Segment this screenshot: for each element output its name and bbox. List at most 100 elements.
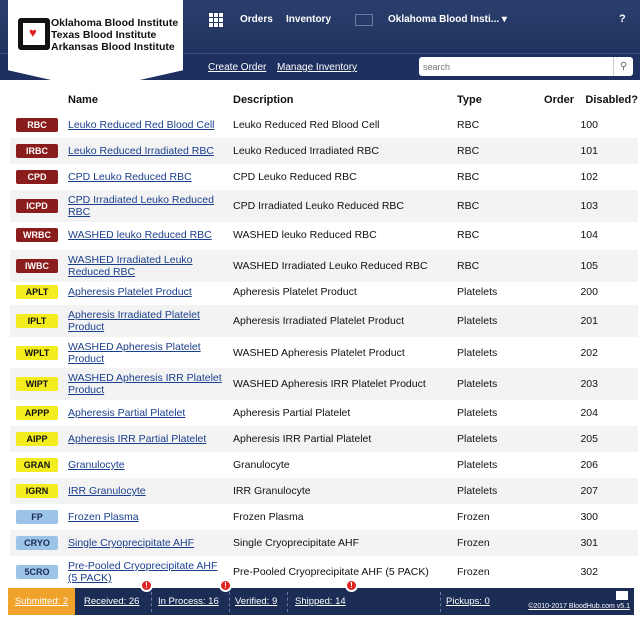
- product-code-badge: WRBC: [16, 228, 58, 242]
- product-description: Apheresis Partial Platelet: [233, 407, 351, 419]
- product-order: 203: [580, 378, 598, 390]
- search-box: ⚲: [419, 57, 633, 76]
- table-row: IRBC Leuko Reduced Irradiated RBC Leuko …: [10, 138, 638, 164]
- product-order: 101: [580, 145, 598, 157]
- product-order: 200: [580, 286, 598, 298]
- table-row: WIPT WASHED Apheresis IRR Platelet Produ…: [10, 368, 638, 400]
- product-order: 105: [580, 260, 598, 272]
- product-order: 103: [580, 200, 598, 212]
- table-row: RBC Leuko Reduced Red Blood Cell Leuko R…: [10, 112, 638, 138]
- org-selector[interactable]: Oklahoma Blood Insti... ▾: [388, 14, 507, 25]
- product-name-link[interactable]: Apheresis IRR Partial Platelet: [68, 433, 207, 445]
- footer-submitted[interactable]: Submitted: 2: [8, 588, 75, 615]
- product-description: WASHED Apheresis Platelet Product: [233, 346, 405, 359]
- product-type: Platelets: [457, 433, 498, 445]
- table-row: CPD CPD Leuko Reduced RBC CPD Leuko Redu…: [10, 164, 638, 190]
- product-description: WASHED Irradiated Leuko Reduced RBC: [233, 260, 428, 272]
- product-name-link[interactable]: Single Cryoprecipitate AHF: [68, 537, 195, 549]
- copyright-link[interactable]: ©2010-2017 BloodHub.com v5.1: [528, 603, 630, 610]
- product-description: Leuko Reduced Red Blood Cell: [233, 119, 380, 131]
- logo-line: Oklahoma Blood Institute: [51, 17, 179, 29]
- product-description: Pre-Pooled Cryoprecipitate AHF (5 PACK): [233, 566, 429, 578]
- divider: [229, 592, 230, 612]
- product-code-badge: IPLT: [16, 314, 58, 328]
- product-name-link[interactable]: Apheresis Partial Platelet: [68, 407, 186, 419]
- product-name-link[interactable]: Apheresis Platelet Product: [68, 286, 192, 298]
- table-row: APLT Apheresis Platelet Product Apheresi…: [10, 279, 638, 305]
- product-code-badge: AIPP: [16, 432, 58, 446]
- product-type: Platelets: [457, 346, 498, 359]
- product-name-link[interactable]: WASHED Apheresis Platelet Product: [68, 340, 201, 365]
- product-type: RBC: [457, 119, 480, 131]
- product-code-badge: 5CRO: [16, 565, 58, 579]
- footer-pickups[interactable]: Pickups: 0: [446, 596, 490, 607]
- product-name-link[interactable]: Leuko Reduced Red Blood Cell: [68, 119, 215, 131]
- product-description: Apheresis IRR Partial Platelet: [233, 433, 372, 445]
- create-order-link[interactable]: Create Order: [208, 62, 267, 73]
- search-input[interactable]: [419, 57, 609, 76]
- product-description: Apheresis Irradiated Platelet Product: [233, 315, 405, 327]
- product-order: 207: [580, 485, 598, 497]
- product-name-link[interactable]: Apheresis Irradiated Platelet Product: [68, 309, 200, 333]
- product-name-link[interactable]: Frozen Plasma: [68, 511, 139, 523]
- table-row: APPP Apheresis Partial Platelet Apheresi…: [10, 400, 638, 426]
- product-code-badge: ICPD: [16, 199, 58, 213]
- product-order: 100: [580, 119, 598, 131]
- search-icon[interactable]: ⚲: [613, 57, 633, 76]
- product-code-badge: CPD: [16, 170, 58, 184]
- manage-inventory-link[interactable]: Manage Inventory: [277, 62, 358, 73]
- product-code-badge: APLT: [16, 285, 58, 299]
- logo-line: Texas Blood Institute: [51, 29, 157, 41]
- product-type: RBC: [457, 145, 480, 157]
- product-description: Single Cryoprecipitate AHF: [233, 537, 360, 549]
- nav-inventory[interactable]: Inventory: [286, 14, 332, 25]
- product-order: 204: [580, 407, 598, 419]
- product-order: 302: [580, 566, 598, 578]
- footer-verified[interactable]: Verified: 9: [235, 596, 278, 607]
- product-name-link[interactable]: CPD Leuko Reduced RBC: [68, 171, 192, 183]
- product-name-link[interactable]: WASHED Irradiated Leuko Reduced RBC: [68, 254, 193, 278]
- product-code-badge: WPLT: [16, 345, 58, 360]
- product-name-link[interactable]: Leuko Reduced Irradiated RBC: [68, 145, 214, 157]
- logo[interactable]: Oklahoma Blood Institute Texas Blood Ins…: [8, 0, 183, 90]
- product-order: 104: [580, 229, 598, 241]
- nav-orders[interactable]: Orders: [240, 14, 273, 25]
- product-type: Platelets: [457, 485, 498, 497]
- product-name-link[interactable]: WASHED Apheresis IRR Platelet Product: [68, 372, 222, 396]
- product-type: Platelets: [457, 315, 498, 327]
- product-code-badge: FP: [16, 510, 58, 524]
- footer-in-process[interactable]: In Process: 16: [158, 596, 219, 607]
- help-icon[interactable]: ?: [619, 13, 626, 25]
- col-header-name: Name: [68, 94, 98, 106]
- footer-received[interactable]: Received: 26: [84, 596, 140, 607]
- table-row: WRBC WASHED leuko Reduced RBC WASHED leu…: [10, 222, 638, 248]
- table-row: FP Frozen Plasma Frozen Plasma Frozen 30…: [10, 504, 638, 530]
- product-name-link[interactable]: IRR Granulocyte: [68, 485, 146, 497]
- warning-icon: !: [345, 579, 358, 592]
- product-code-badge: RBC: [16, 118, 58, 132]
- product-name-link[interactable]: Pre-Pooled Cryoprecipitate AHF (5 PACK): [68, 560, 218, 584]
- footer-shipped[interactable]: Shipped: 14: [295, 596, 346, 607]
- product-code-badge: IGRN: [16, 484, 58, 498]
- logo-line: Arkansas Blood Institute: [51, 41, 175, 53]
- table-row: WPLT WASHED Apheresis Platelet Product W…: [10, 337, 638, 368]
- product-name-link[interactable]: WASHED leuko Reduced RBC: [68, 229, 212, 241]
- table-row: IPLT Apheresis Irradiated Platelet Produ…: [10, 305, 638, 337]
- apps-grid-icon[interactable]: [209, 13, 223, 27]
- product-order: 301: [580, 537, 598, 549]
- product-name-link[interactable]: Granulocyte: [68, 459, 125, 471]
- product-name-link[interactable]: CPD Irradiated Leuko Reduced RBC: [68, 194, 214, 218]
- product-order: 206: [580, 459, 598, 471]
- product-order: 300: [580, 511, 598, 523]
- product-type: Platelets: [457, 286, 498, 298]
- product-description: CPD Leuko Reduced RBC: [233, 171, 357, 183]
- product-type: RBC: [457, 171, 480, 183]
- product-description: Apheresis Platelet Product: [233, 286, 357, 298]
- product-order: 201: [580, 315, 598, 327]
- mail-icon[interactable]: [355, 14, 373, 26]
- table-row: IGRN IRR Granulocyte IRR Granulocyte Pla…: [10, 478, 638, 504]
- chat-icon[interactable]: [616, 591, 628, 600]
- product-type: Frozen: [457, 511, 490, 523]
- product-description: Frozen Plasma: [233, 511, 304, 523]
- product-type: RBC: [457, 260, 480, 272]
